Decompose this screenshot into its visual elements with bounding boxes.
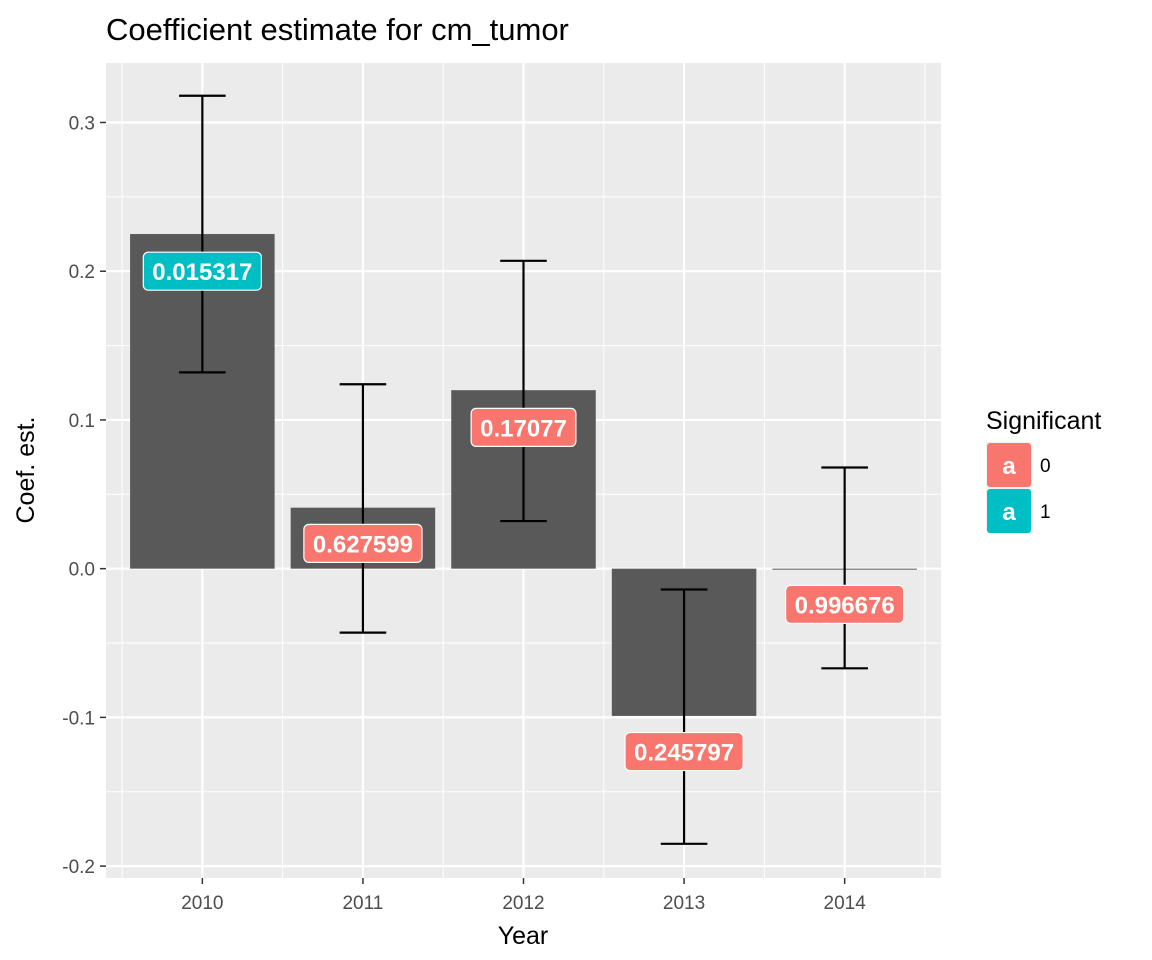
y-axis-title: Coef. est. bbox=[12, 417, 40, 524]
chart-title: Coefficient estimate for cm_tumor bbox=[106, 12, 569, 47]
p-value-text: 0.17077 bbox=[480, 415, 567, 442]
p-value-text: 0.015317 bbox=[152, 259, 252, 286]
legend-title: Significant bbox=[986, 407, 1101, 435]
p-value-label: 0.245797 bbox=[624, 731, 744, 772]
x-tick-label: 2011 bbox=[342, 893, 383, 914]
legend: Significant a 0a 1 bbox=[986, 407, 1101, 534]
p-value-text: 0.245797 bbox=[634, 740, 734, 767]
x-tick-label: 2014 bbox=[824, 893, 867, 914]
p-value-box bbox=[784, 584, 905, 624]
error-bar bbox=[821, 466, 868, 670]
p-value-box bbox=[470, 407, 577, 447]
legend-key-letter: a bbox=[1002, 499, 1016, 526]
p-value-box bbox=[142, 251, 263, 291]
y-tick-label: 0.1 bbox=[69, 411, 95, 432]
x-tick-label: 2012 bbox=[502, 893, 544, 914]
p-value-text: 0.627599 bbox=[313, 531, 413, 558]
error-bar bbox=[339, 383, 387, 634]
p-value-box bbox=[303, 523, 423, 563]
p-value-box bbox=[624, 731, 744, 772]
p-value-label: 0.627599 bbox=[303, 523, 423, 563]
p-value-label: 0.996676 bbox=[784, 584, 905, 624]
x-tick-label: 2010 bbox=[181, 893, 223, 914]
p-value-label: 0.17077 bbox=[470, 407, 577, 447]
y-tick-label: 0.0 bbox=[69, 560, 95, 581]
plot-panel: 0.015317 0.627599 0.17077 0.245797 0.996676 bbox=[106, 63, 941, 878]
error-bar bbox=[500, 259, 547, 523]
p-value-text: 0.996676 bbox=[795, 592, 895, 619]
legend-key bbox=[987, 489, 1031, 533]
y-tick-label: -0.1 bbox=[62, 708, 95, 729]
x-axis-title: Year bbox=[498, 922, 549, 950]
y-tick-label: 0.3 bbox=[69, 113, 95, 134]
p-value-label: 0.015317 bbox=[142, 251, 263, 291]
legend-key-letter: a bbox=[1002, 453, 1016, 480]
error-bar bbox=[660, 588, 708, 845]
y-tick-label: -0.2 bbox=[62, 857, 95, 878]
legend-label: 0 bbox=[1040, 456, 1051, 477]
legend-key bbox=[987, 443, 1031, 487]
x-tick-label: 2013 bbox=[663, 893, 705, 914]
y-tick-label: 0.2 bbox=[69, 262, 95, 283]
error-bar bbox=[179, 94, 226, 374]
legend-label: 1 bbox=[1040, 502, 1051, 523]
